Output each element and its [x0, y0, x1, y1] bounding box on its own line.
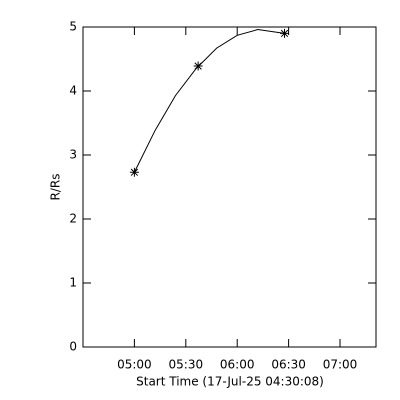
- y-axis-label: R/Rs: [49, 174, 63, 201]
- y-tick-label: 0: [69, 340, 77, 354]
- y-tick-label: 5: [69, 20, 77, 34]
- y-tick-label: 2: [69, 212, 77, 226]
- x-tick-label: 06:00: [220, 358, 255, 372]
- data-point: [129, 167, 139, 177]
- y-tick-label: 3: [69, 148, 77, 162]
- x-axis-label: Start Time (17-Jul-25 04:30:08): [136, 375, 324, 389]
- x-tick-label: 07:00: [323, 358, 358, 372]
- x-tick-label: 06:30: [271, 358, 306, 372]
- y-tick-label: 4: [69, 84, 77, 98]
- x-tick-label: 05:30: [169, 358, 204, 372]
- fit-line: [133, 29, 285, 173]
- data-point: [193, 61, 203, 71]
- plot-frame: [82, 26, 377, 348]
- x-tick-label: 05:00: [117, 358, 152, 372]
- data-point: [280, 28, 290, 38]
- y-tick-label: 1: [69, 276, 77, 290]
